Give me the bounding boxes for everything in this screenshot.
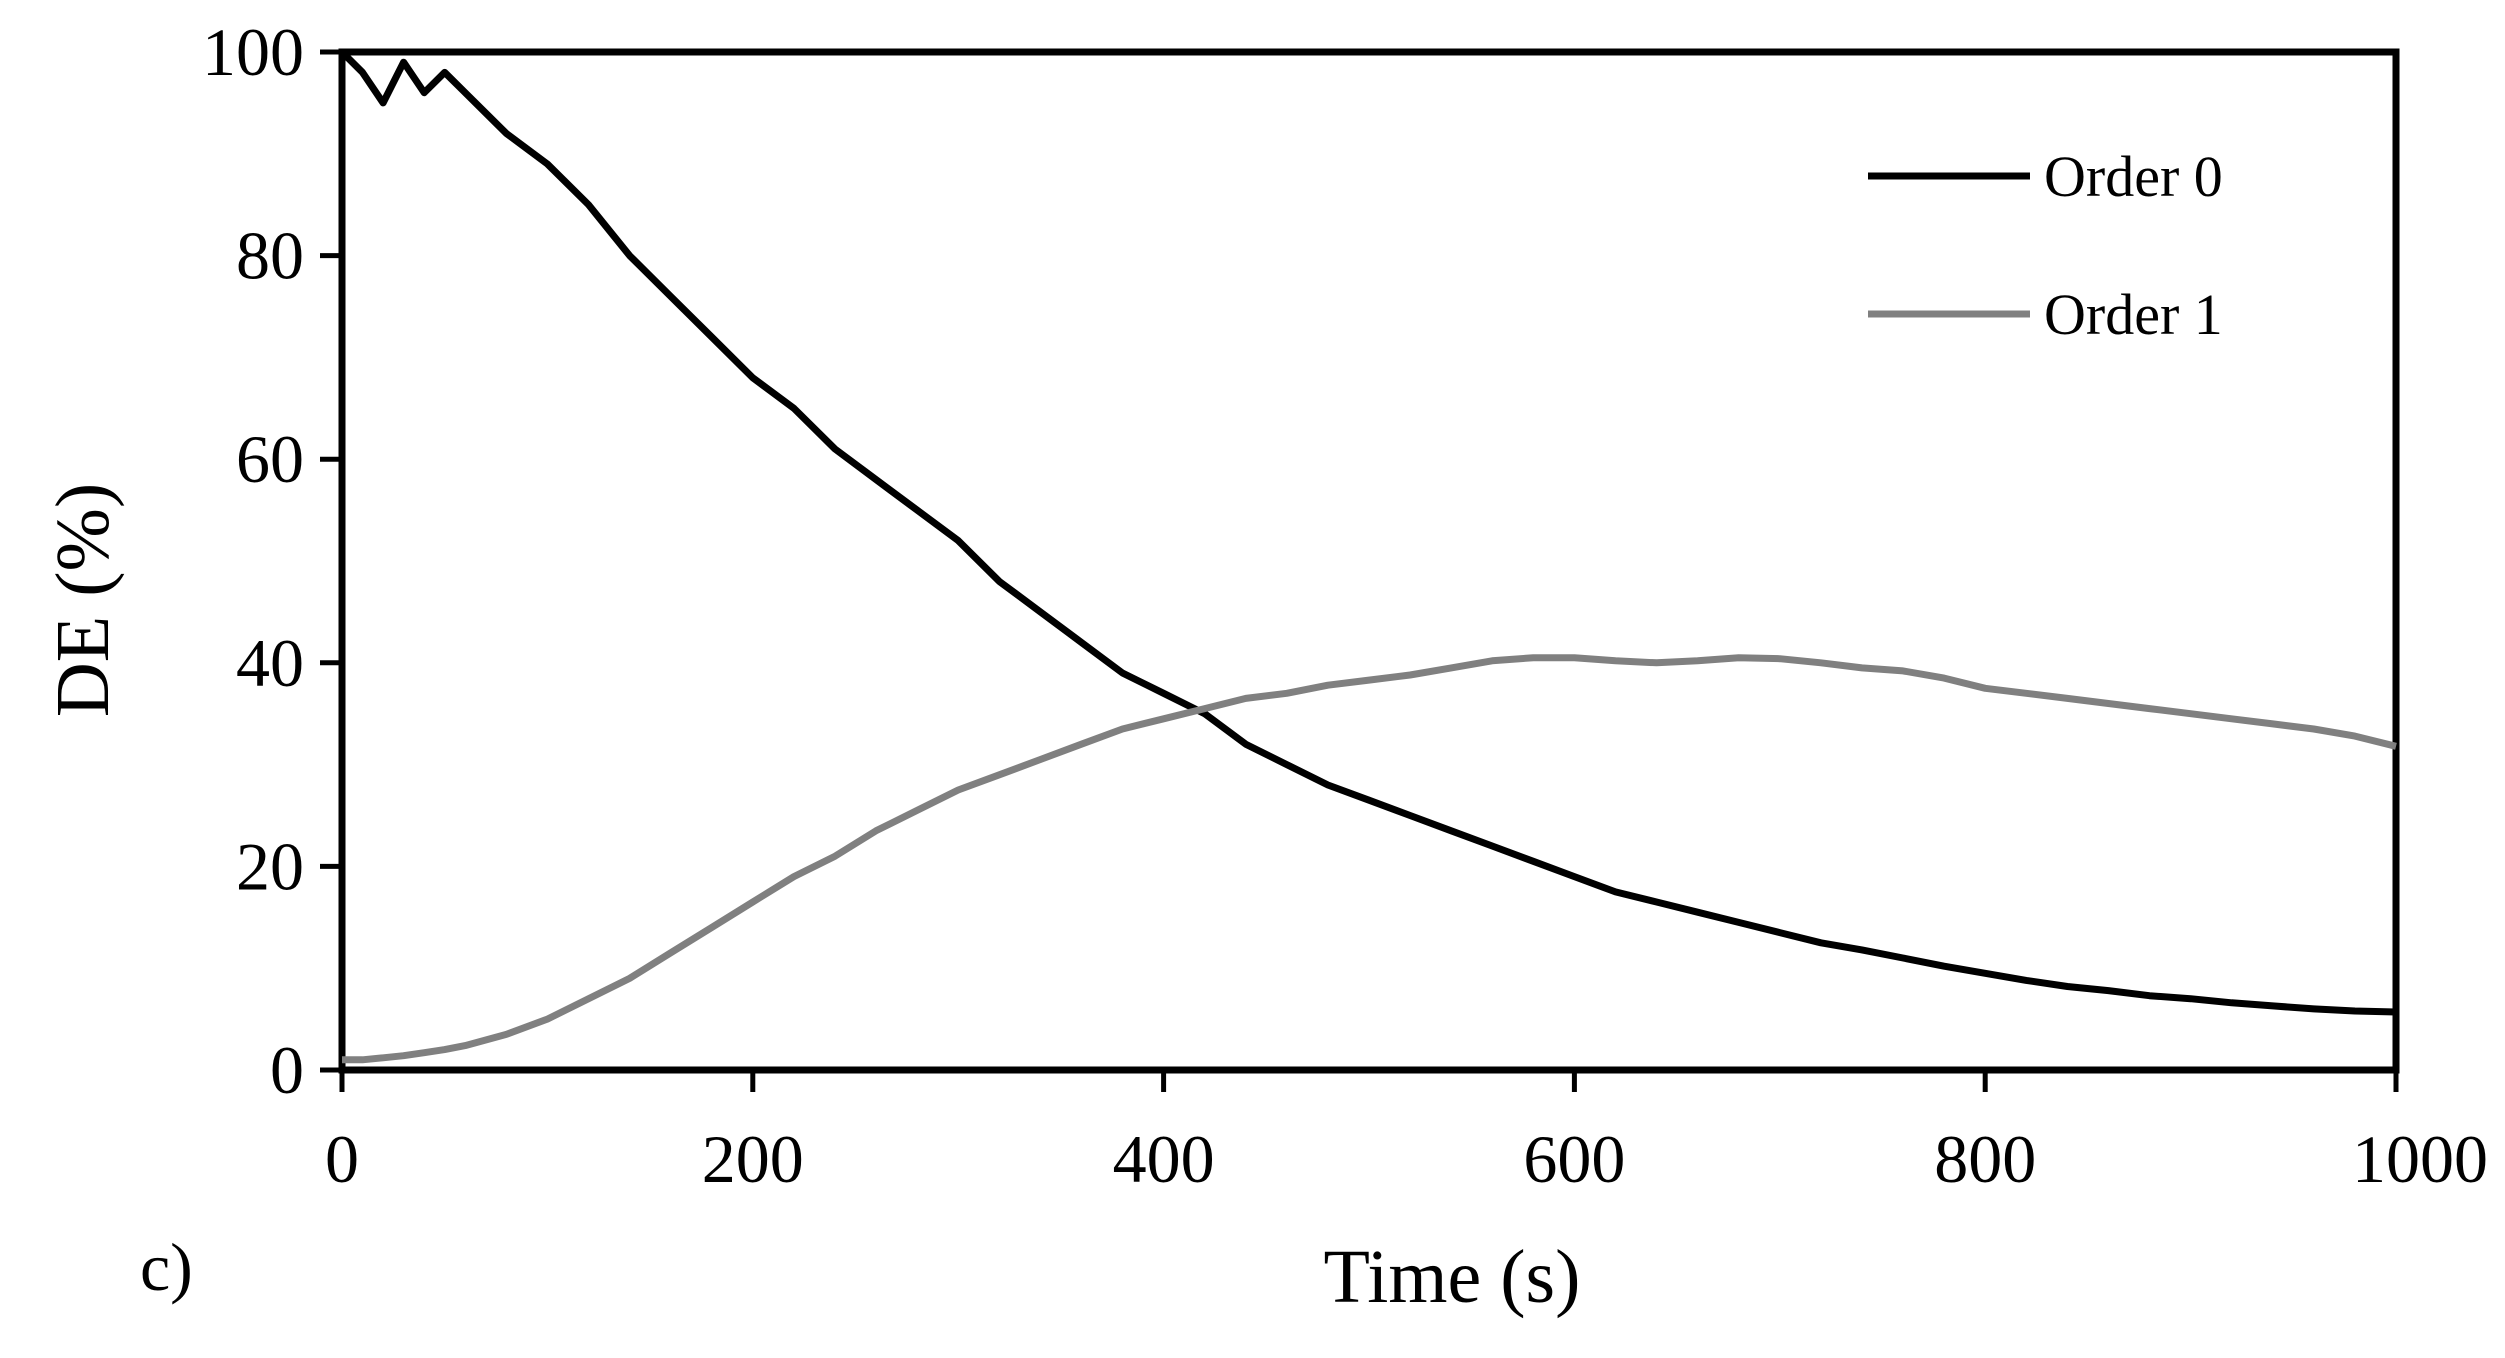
y-tick-label: 100 — [202, 14, 304, 90]
y-tick-label: 20 — [236, 828, 304, 904]
plot-frame — [338, 48, 2400, 1074]
y-tick-label: 60 — [236, 421, 304, 497]
y-axis-label: DE (%) — [41, 483, 125, 717]
series-line-order-0 — [339, 49, 2397, 1016]
x-axis-label: Time (s) — [1324, 1235, 1581, 1319]
legend-label-order-1: Order 1 — [2044, 282, 2223, 347]
legend: Order 0 Order 1 — [1868, 144, 2223, 347]
x-tick-label: 400 — [1113, 1121, 1215, 1197]
y-tick-label: 80 — [236, 218, 304, 294]
x-tick-label: 600 — [1523, 1121, 1625, 1197]
legend-label-order-0: Order 0 — [2044, 144, 2223, 209]
y-axis-ticks: 0 20 40 60 80 100 — [202, 14, 342, 1108]
panel-label: c) — [140, 1229, 193, 1305]
y-tick-label: 40 — [236, 625, 304, 701]
x-tick-label: 200 — [702, 1121, 804, 1197]
y-tick-label: 0 — [270, 1032, 304, 1108]
x-tick-label: 0 — [325, 1121, 359, 1197]
x-tick-label: 800 — [1934, 1121, 2036, 1197]
series-line-order-1 — [342, 654, 2397, 1064]
x-tick-label: 1000 — [2352, 1121, 2488, 1197]
series-lines — [339, 49, 2397, 1064]
x-axis-ticks: 0 200 400 600 800 1000 — [325, 1070, 2488, 1197]
